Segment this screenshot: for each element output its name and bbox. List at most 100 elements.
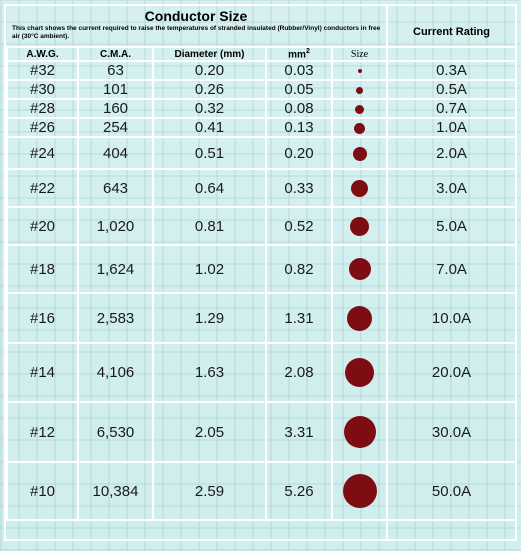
current-rating-cell: 3.0A bbox=[386, 168, 517, 209]
size-cell bbox=[331, 206, 388, 247]
area-cell: 0.20 bbox=[265, 136, 333, 171]
table-row: #22 643 0.64 0.33 3.0A bbox=[6, 168, 517, 209]
cma-cell: 2,583 bbox=[77, 292, 154, 345]
area-cell: 0.33 bbox=[265, 168, 333, 209]
wire-size-dot bbox=[357, 69, 362, 74]
area-cell: 0.08 bbox=[265, 98, 333, 120]
area-cell: 0.52 bbox=[265, 206, 333, 247]
size-cell bbox=[331, 342, 388, 404]
table-row: #30 101 0.26 0.05 0.5A bbox=[6, 79, 517, 101]
wire-size-dot bbox=[355, 104, 364, 114]
awg-cell: #20 bbox=[6, 206, 79, 247]
diameter-cell: 2.05 bbox=[152, 401, 267, 464]
cma-cell: 160 bbox=[77, 98, 154, 120]
chart-header: Conductor Size This chart shows the curr… bbox=[6, 6, 386, 46]
diameter-cell: 0.51 bbox=[152, 136, 267, 171]
diameter-cell: 1.63 bbox=[152, 342, 267, 404]
wire-size-dot bbox=[354, 122, 365, 134]
awg-cell: #26 bbox=[6, 117, 79, 139]
cma-cell: 4,106 bbox=[77, 342, 154, 404]
footer-note bbox=[6, 543, 516, 551]
diameter-cell: 0.81 bbox=[152, 206, 267, 247]
diameter-cell: 0.41 bbox=[152, 117, 267, 139]
area-header-sup: 2 bbox=[305, 48, 310, 55]
size-cell bbox=[331, 60, 388, 82]
awg-cell: #10 bbox=[6, 461, 79, 522]
wire-size-dot bbox=[345, 358, 374, 388]
area-cell: 0.03 bbox=[265, 60, 333, 82]
area-cell: 1.31 bbox=[265, 292, 333, 345]
cma-cell: 10,384 bbox=[77, 461, 154, 522]
awg-header: A.W.G. bbox=[6, 45, 79, 63]
chart-subtitle: This chart shows the current required to… bbox=[12, 25, 381, 40]
current-rating-cell: 20.0A bbox=[386, 342, 517, 404]
table-row: #12 6,530 2.05 3.31 30.0A bbox=[6, 401, 517, 464]
area-cell: 0.82 bbox=[265, 244, 333, 295]
cma-header: C.M.A. bbox=[77, 45, 154, 63]
awg-cell: #28 bbox=[6, 98, 79, 120]
table-row: #20 1,020 0.81 0.52 5.0A bbox=[6, 206, 517, 247]
area-cell: 3.31 bbox=[265, 401, 333, 464]
awg-cell: #24 bbox=[6, 136, 79, 171]
size-cell bbox=[331, 401, 388, 464]
awg-cell: #30 bbox=[6, 79, 79, 101]
table-row: #18 1,624 1.02 0.82 7.0A bbox=[6, 244, 517, 295]
table-row: #32 63 0.20 0.03 0.3A bbox=[6, 60, 517, 82]
cma-cell: 254 bbox=[77, 117, 154, 139]
rating-header-spacer bbox=[386, 45, 517, 63]
size-cell bbox=[331, 168, 388, 209]
table-row: #14 4,106 1.63 2.08 20.0A bbox=[6, 342, 517, 404]
area-header-label: mm bbox=[288, 49, 306, 61]
area-cell: 0.13 bbox=[265, 117, 333, 139]
size-header: Size bbox=[331, 45, 388, 63]
cma-cell: 6,530 bbox=[77, 401, 154, 464]
current-rating-cell: 30.0A bbox=[386, 401, 517, 464]
awg-cell: #14 bbox=[6, 342, 79, 404]
wire-size-dot bbox=[352, 146, 367, 161]
current-rating-cell: 1.0A bbox=[386, 117, 517, 139]
current-rating-header: Current Rating bbox=[413, 26, 490, 38]
size-cell bbox=[331, 98, 388, 120]
diameter-cell: 0.64 bbox=[152, 168, 267, 209]
cma-cell: 643 bbox=[77, 168, 154, 209]
current-rating-cell: 2.0A bbox=[386, 136, 517, 171]
current-rating-cell: 5.0A bbox=[386, 206, 517, 247]
awg-cell: #18 bbox=[6, 244, 79, 295]
table-row: #28 160 0.32 0.08 0.7A bbox=[6, 98, 517, 120]
area-cell: 5.26 bbox=[265, 461, 333, 522]
size-cell bbox=[331, 136, 388, 171]
size-cell bbox=[331, 292, 388, 345]
awg-cell: #16 bbox=[6, 292, 79, 345]
diameter-header: Diameter (mm) bbox=[152, 45, 267, 63]
wire-size-dot bbox=[343, 416, 376, 449]
cma-cell: 1,020 bbox=[77, 206, 154, 247]
cma-cell: 404 bbox=[77, 136, 154, 171]
table-row: #24 404 0.51 0.20 2.0A bbox=[6, 136, 517, 171]
size-cell bbox=[331, 244, 388, 295]
current-rating-cell: 0.7A bbox=[386, 98, 517, 120]
current-rating-cell: 10.0A bbox=[386, 292, 517, 345]
table-header-row: A.W.G. C.M.A. Diameter (mm) mm2 Size bbox=[6, 45, 517, 63]
size-cell bbox=[331, 461, 388, 522]
diameter-cell: 1.29 bbox=[152, 292, 267, 345]
size-cell bbox=[331, 79, 388, 101]
cma-cell: 101 bbox=[77, 79, 154, 101]
diameter-cell: 0.32 bbox=[152, 98, 267, 120]
table-row: #26 254 0.41 0.13 1.0A bbox=[6, 117, 517, 139]
wire-size-dot bbox=[351, 180, 368, 198]
diameter-cell: 2.59 bbox=[152, 461, 267, 522]
wire-size-dot bbox=[356, 86, 363, 94]
current-rating-cell: 50.0A bbox=[386, 461, 517, 522]
conductor-table: A.W.G. C.M.A. Diameter (mm) mm2 Size #32… bbox=[6, 45, 517, 522]
diameter-cell: 1.02 bbox=[152, 244, 267, 295]
table-row: #10 10,384 2.59 5.26 50.0A bbox=[6, 461, 517, 522]
wire-size-dot bbox=[347, 305, 372, 331]
area-cell: 0.05 bbox=[265, 79, 333, 101]
awg-cell: #12 bbox=[6, 401, 79, 464]
current-rating-cell: 7.0A bbox=[386, 244, 517, 295]
area-cell: 2.08 bbox=[265, 342, 333, 404]
area-header: mm2 bbox=[265, 45, 333, 63]
chart-title: Conductor Size bbox=[144, 8, 248, 24]
awg-cell: #22 bbox=[6, 168, 79, 209]
current-rating-cell: 0.5A bbox=[386, 79, 517, 101]
